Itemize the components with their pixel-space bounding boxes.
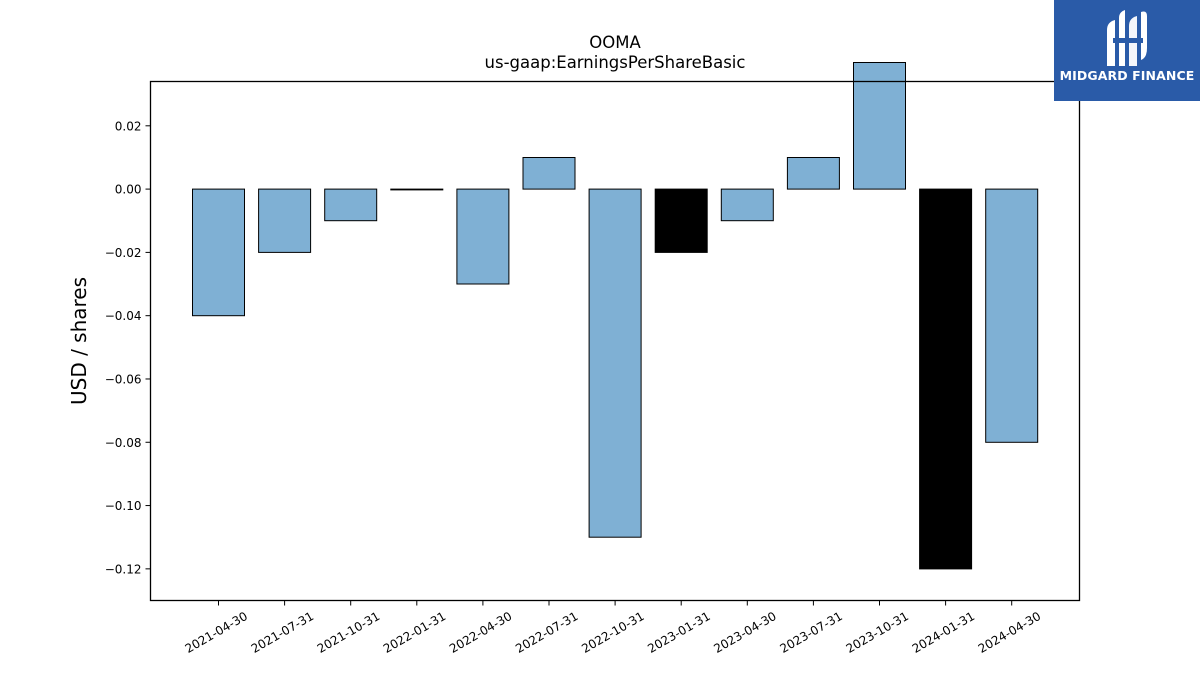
bar-2021-04-30: [192, 188, 245, 317]
brand-name: MIDGARD FINANCE: [1059, 68, 1195, 83]
chart-title: OOMA: [589, 33, 641, 52]
x-tick-label: 2022-10-31: [579, 609, 646, 656]
brand-logo: MIDGARD FINANCE: [1054, 0, 1200, 101]
chart-subtitle: us-gaap:EarningsPerShareBasic: [485, 53, 746, 72]
x-ticks-layer: 2021-04-302021-07-312021-10-312022-01-31…: [183, 600, 1043, 656]
y-tick-label: −0.04: [105, 309, 142, 323]
x-tick-label: 2024-04-30: [976, 609, 1043, 656]
y-axis-label: USD / shares: [67, 277, 91, 405]
bar-2023-04-30: [720, 188, 774, 222]
bar-2023-07-31: [786, 157, 840, 190]
x-tick-label: 2023-01-31: [645, 609, 712, 656]
x-tick-label: 2022-07-31: [513, 609, 580, 656]
bar-2022-04-30: [456, 188, 510, 285]
bar-2021-07-31: [258, 188, 312, 253]
x-tick-label: 2021-10-31: [315, 609, 382, 656]
y-tick-label: −0.06: [105, 372, 142, 386]
bar-2022-10-31: [588, 188, 642, 538]
bar-2023-10-31: [853, 62, 906, 190]
bar-2024-01-31: [919, 188, 973, 570]
y-tick-label: 0.00: [115, 183, 142, 197]
y-ticks-layer: 0.02 0.00 −0.02 −0.04 −0.06 −0.08 −0.10 −0.12: [105, 119, 151, 576]
x-tick-label: 2024-01-31: [910, 609, 977, 656]
midgard-logo-icon: [1107, 10, 1147, 66]
y-tick-label: −0.08: [105, 436, 142, 450]
bar-2024-04-30: [985, 188, 1039, 443]
bar-2022-07-31: [522, 157, 576, 190]
x-tick-label: 2022-01-31: [381, 609, 448, 656]
y-tick-label: 0.02: [115, 119, 142, 133]
x-tick-label: 2022-04-30: [447, 609, 514, 656]
plot-frame: [149, 80, 1081, 602]
bar-2023-01-31: [654, 188, 708, 253]
x-tick-label: 2023-04-30: [711, 609, 778, 656]
bar-2022-01-31: [390, 188, 444, 191]
x-tick-label: 2021-07-31: [249, 609, 316, 656]
x-tick-label: 2023-07-31: [777, 609, 844, 656]
bar-2021-10-31: [324, 188, 378, 222]
y-tick-label: −0.10: [105, 499, 142, 513]
x-tick-label: 2023-10-31: [844, 609, 911, 656]
x-tick-label: 2021-04-30: [183, 609, 250, 656]
y-tick-label: −0.12: [105, 562, 142, 576]
bars-layer: [192, 62, 1039, 570]
y-tick-label: −0.02: [105, 246, 142, 260]
